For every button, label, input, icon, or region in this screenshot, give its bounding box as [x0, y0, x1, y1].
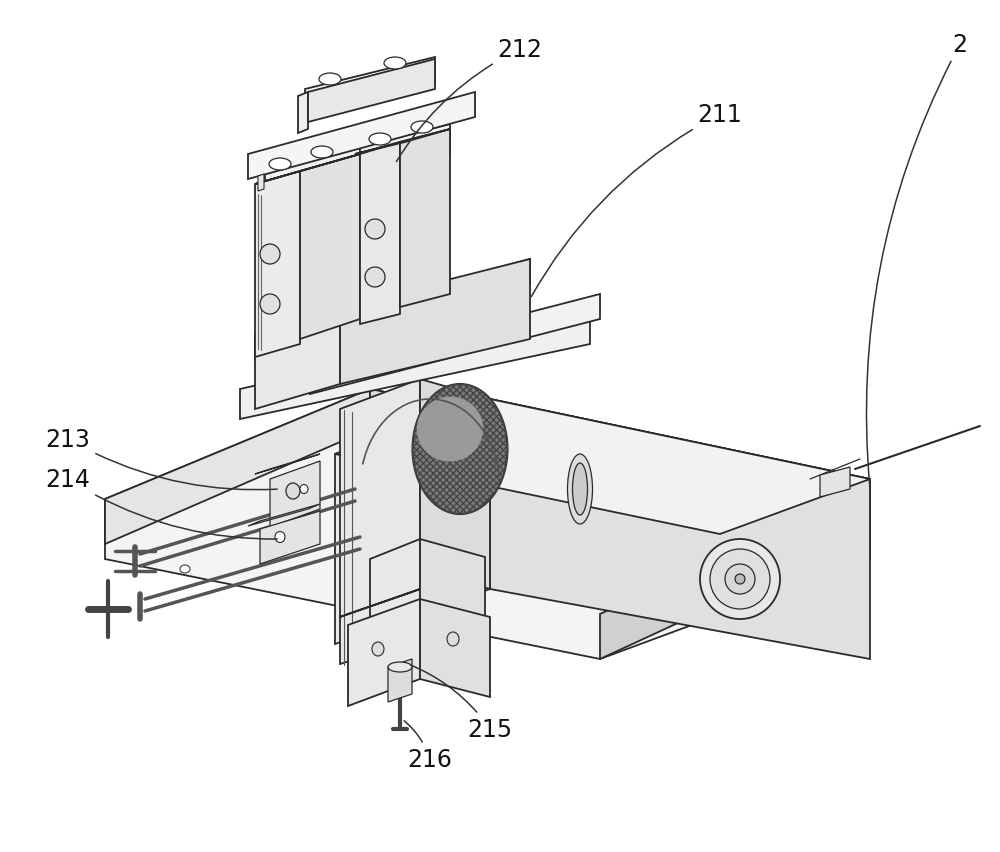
Ellipse shape [372, 642, 384, 656]
Ellipse shape [384, 58, 406, 70]
Ellipse shape [311, 147, 333, 158]
Ellipse shape [260, 295, 280, 314]
Polygon shape [335, 400, 490, 644]
Polygon shape [258, 175, 264, 192]
Polygon shape [300, 155, 360, 340]
Ellipse shape [447, 632, 459, 646]
Ellipse shape [260, 245, 280, 265]
Ellipse shape [365, 268, 385, 288]
Ellipse shape [275, 532, 285, 543]
Ellipse shape [269, 158, 291, 170]
Polygon shape [255, 172, 300, 358]
Polygon shape [298, 93, 308, 134]
Text: 211: 211 [531, 103, 742, 297]
Polygon shape [490, 400, 870, 659]
Ellipse shape [286, 483, 300, 499]
Ellipse shape [411, 122, 433, 134]
Polygon shape [420, 599, 490, 697]
Text: 212: 212 [396, 38, 542, 163]
Ellipse shape [319, 74, 341, 86]
Ellipse shape [365, 220, 385, 239]
Polygon shape [360, 143, 400, 325]
Text: 2: 2 [866, 33, 968, 486]
Polygon shape [105, 389, 370, 544]
Polygon shape [340, 260, 530, 384]
Polygon shape [270, 462, 320, 527]
Polygon shape [255, 308, 340, 410]
Polygon shape [490, 400, 870, 509]
Polygon shape [355, 130, 450, 155]
Ellipse shape [300, 485, 308, 494]
Polygon shape [335, 400, 870, 534]
Polygon shape [255, 260, 530, 361]
Ellipse shape [710, 550, 770, 609]
Polygon shape [105, 389, 870, 659]
Polygon shape [820, 468, 850, 498]
Ellipse shape [700, 539, 780, 619]
Polygon shape [240, 309, 590, 419]
Polygon shape [305, 58, 435, 115]
Ellipse shape [388, 662, 412, 672]
Polygon shape [370, 539, 420, 669]
Ellipse shape [413, 384, 508, 515]
Polygon shape [340, 379, 420, 665]
Polygon shape [600, 489, 870, 659]
Polygon shape [248, 93, 475, 180]
Polygon shape [248, 504, 320, 527]
Ellipse shape [180, 566, 190, 573]
Polygon shape [420, 379, 490, 590]
Polygon shape [400, 130, 450, 308]
Polygon shape [370, 389, 870, 534]
Polygon shape [340, 590, 420, 618]
Polygon shape [255, 454, 320, 475]
Ellipse shape [735, 574, 745, 584]
Polygon shape [265, 148, 360, 204]
Text: 215: 215 [411, 665, 513, 741]
Text: 214: 214 [46, 468, 277, 539]
Ellipse shape [417, 397, 483, 462]
Polygon shape [420, 539, 485, 659]
Ellipse shape [369, 134, 391, 146]
Polygon shape [260, 511, 320, 564]
Ellipse shape [572, 463, 588, 515]
Text: 213: 213 [46, 428, 277, 490]
Polygon shape [388, 659, 412, 702]
Polygon shape [308, 60, 435, 123]
Polygon shape [255, 155, 360, 185]
Polygon shape [310, 295, 600, 394]
Polygon shape [360, 125, 450, 178]
Text: 216: 216 [404, 721, 452, 771]
Polygon shape [348, 599, 420, 706]
Ellipse shape [568, 454, 592, 524]
Ellipse shape [725, 564, 755, 595]
